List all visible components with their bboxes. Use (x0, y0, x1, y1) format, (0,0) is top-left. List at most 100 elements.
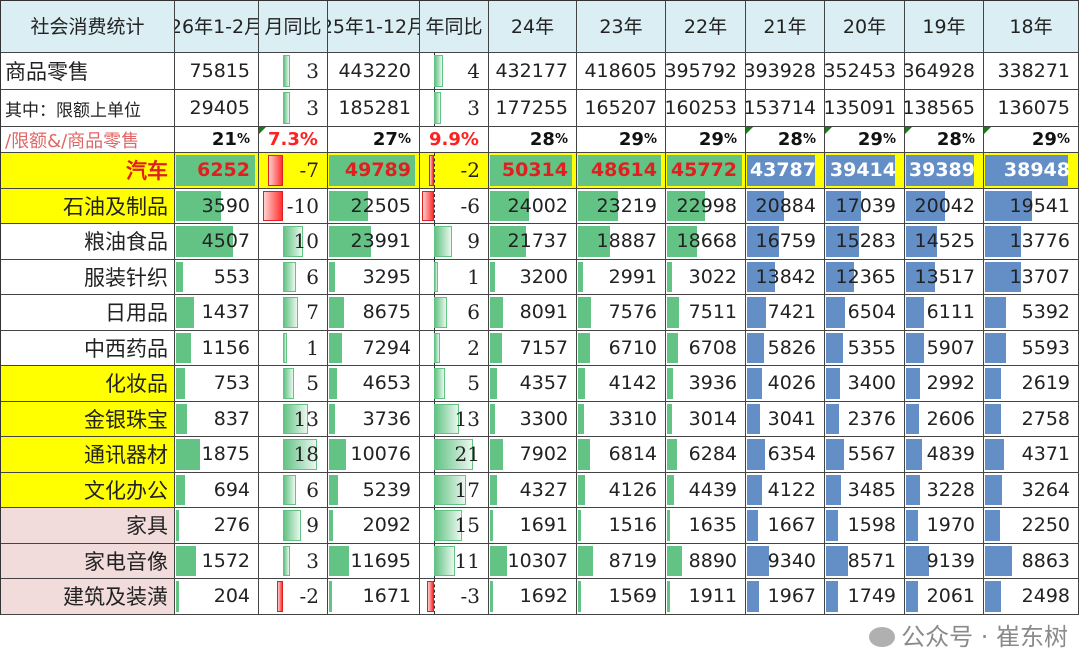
value-cell-text: -6 (460, 193, 480, 218)
data-bar (747, 474, 762, 505)
category-label-text: 文化办公 (84, 478, 168, 503)
value-cell: 6710 (577, 330, 666, 366)
value-cell: 9 (259, 508, 328, 544)
growth-bar-positive (434, 332, 440, 363)
comment-marker (984, 127, 991, 134)
value-cell: 6111 (905, 295, 984, 331)
value-cell-text: 20884 (755, 194, 816, 217)
data-bar (490, 581, 493, 612)
data-bar (490, 226, 526, 257)
value-cell-text: 21737 (507, 230, 568, 253)
data-bar (176, 368, 186, 399)
category-label: 金银珠宝 (1, 401, 175, 437)
value-cell: 18 (259, 437, 328, 473)
value-cell-text: 6111 (926, 301, 975, 324)
value-cell: 1667 (746, 508, 825, 544)
value-cell-text: 29405 (189, 97, 250, 119)
value-cell: 43787 (746, 153, 825, 189)
data-bar (826, 332, 844, 363)
value-cell-text: 2250 (1021, 514, 1070, 537)
data-bar (667, 190, 705, 221)
value-cell-text: 6814 (608, 443, 657, 466)
comment-marker (259, 127, 266, 134)
value-cell: 7576 (577, 295, 666, 331)
data-bar (667, 510, 670, 541)
data-bar (747, 581, 759, 612)
value-cell-text: 2991 (608, 265, 657, 288)
value-cell: 393928 (746, 53, 825, 90)
value-cell-text: 5392 (1021, 301, 1070, 324)
value-cell-text: 7576 (608, 301, 657, 324)
value-cell: 5239 (328, 472, 420, 508)
value-cell: 17039 (825, 188, 905, 224)
value-cell: 1749 (825, 579, 905, 615)
value-cell-text: 7421 (767, 301, 816, 324)
value-cell: 8890 (666, 543, 746, 579)
value-cell-text: 17039 (835, 194, 896, 217)
data-bar (578, 261, 584, 292)
value-cell: 4371 (984, 437, 1079, 473)
data-bar (985, 474, 1003, 505)
value-cell-text: 1667 (767, 514, 816, 537)
data-bar (667, 332, 678, 363)
ratio-value: 29% (825, 127, 905, 153)
value-cell-text: 1875 (201, 443, 250, 466)
value-cell-text: 3041 (767, 407, 816, 430)
ratio-value-text: 27 (372, 129, 398, 150)
data-bar (578, 581, 581, 612)
percent-sign: % (554, 132, 568, 147)
data-bar (747, 439, 765, 470)
value-cell: 12365 (825, 259, 905, 295)
value-cell-text: 138565 (905, 97, 975, 119)
data-bar (826, 190, 862, 221)
value-cell-text: 4 (467, 59, 480, 83)
value-cell: 10076 (328, 437, 420, 473)
value-cell-text: 2 (467, 335, 480, 360)
growth-bar-negative (263, 190, 283, 221)
growth-bar-positive (283, 510, 302, 541)
value-cell-text: 5355 (847, 336, 896, 359)
value-cell-text: 20042 (914, 194, 975, 217)
value-cell: 4026 (746, 366, 825, 402)
value-cell: 13707 (984, 259, 1079, 295)
value-cell-text: 10076 (350, 443, 411, 466)
value-cell: 1970 (905, 508, 984, 544)
value-cell: 2092 (328, 508, 420, 544)
category-label-text: 日用品 (105, 301, 168, 326)
data-bar (578, 155, 662, 186)
ratio-value: 21% (175, 127, 259, 153)
value-cell: 7421 (746, 295, 825, 331)
category-label-text: 金银珠宝 (84, 407, 168, 432)
value-cell: 694 (175, 472, 259, 508)
comment-marker (825, 127, 832, 134)
data-bar (826, 155, 896, 186)
value-cell: 11 (420, 543, 489, 579)
value-cell-text: 5826 (767, 336, 816, 359)
value-cell: 3041 (746, 401, 825, 437)
value-cell: 24002 (489, 188, 577, 224)
data-bar (985, 297, 1006, 328)
value-cell: 10307 (489, 543, 577, 579)
value-cell-text: 8091 (519, 301, 568, 324)
value-cell: 13 (259, 401, 328, 437)
value-cell-text: -10 (286, 193, 319, 218)
value-cell-text: 8675 (362, 301, 411, 324)
data-bar (578, 332, 590, 363)
value-cell-text: -7 (299, 158, 319, 183)
value-cell: -7 (259, 153, 328, 189)
value-cell-text: 18668 (676, 230, 737, 253)
value-cell-text: 338271 (997, 60, 1070, 82)
value-cell-text: 17 (454, 477, 480, 502)
data-bar (826, 439, 844, 470)
value-cell-text: 9 (467, 229, 480, 254)
value-cell-text: 1671 (362, 585, 411, 608)
category-label-text: 化妆品 (105, 372, 168, 397)
data-bar (985, 261, 1022, 292)
value-cell: 395792 (666, 53, 746, 90)
value-cell: -3 (420, 579, 489, 615)
value-cell: 8719 (577, 543, 666, 579)
value-cell: 2 (420, 330, 489, 366)
value-cell-text: 2606 (926, 407, 975, 430)
axis-line (434, 579, 435, 614)
value-cell: 50314 (489, 153, 577, 189)
